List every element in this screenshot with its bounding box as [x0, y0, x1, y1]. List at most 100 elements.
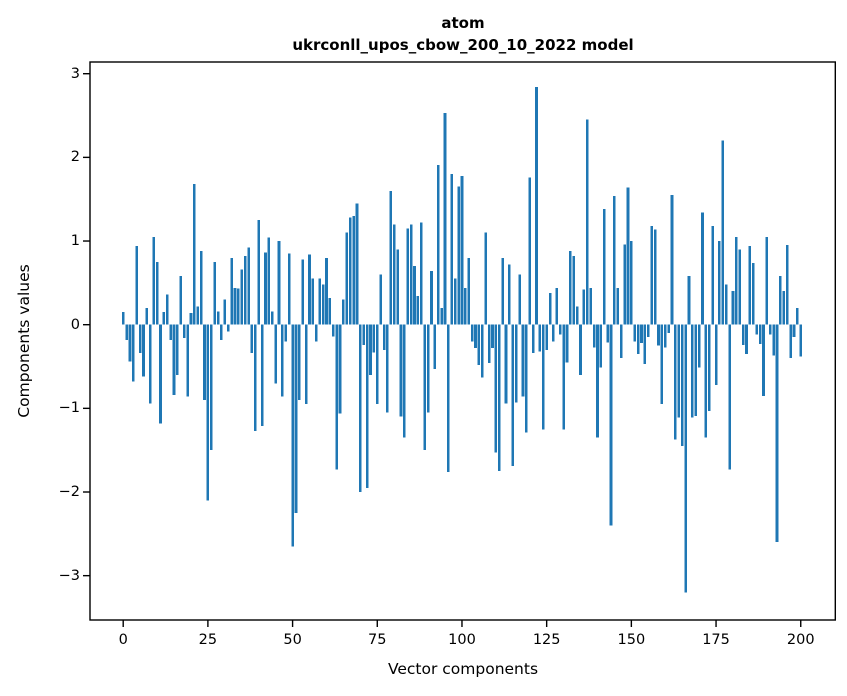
bar — [704, 324, 708, 438]
bar — [372, 324, 376, 353]
bar — [531, 324, 535, 354]
bar — [586, 119, 589, 325]
bar — [298, 324, 301, 400]
bar — [518, 274, 521, 325]
bar — [670, 195, 674, 325]
bar — [345, 232, 349, 325]
bar — [477, 324, 481, 365]
y-tick-label: 2 — [70, 149, 80, 166]
bar — [619, 324, 623, 359]
bar — [613, 195, 616, 325]
bar — [626, 187, 630, 325]
bar — [193, 184, 196, 325]
bar — [209, 324, 213, 451]
bar — [426, 324, 430, 413]
bar — [552, 324, 555, 342]
bar — [206, 324, 210, 501]
bar — [182, 324, 186, 339]
bar — [657, 324, 660, 346]
bar — [287, 253, 291, 325]
bar — [443, 113, 447, 325]
bar — [697, 324, 701, 368]
bar — [548, 292, 552, 325]
bar — [728, 324, 731, 470]
y-tick-label: −2 — [58, 484, 80, 500]
bar — [474, 324, 477, 349]
bar — [386, 324, 389, 413]
x-axis-label: Vector components — [387, 660, 539, 678]
bar — [457, 186, 460, 325]
x-tick-label: 200 — [786, 632, 815, 648]
bar — [752, 262, 755, 325]
bar — [162, 312, 166, 325]
bar — [514, 324, 518, 403]
bar — [325, 257, 328, 325]
bar — [691, 324, 694, 418]
bar — [352, 215, 355, 325]
x-tick-label: 25 — [198, 632, 218, 648]
bar — [535, 87, 538, 325]
x-tick-label: 100 — [448, 632, 476, 648]
bar — [203, 324, 206, 400]
bar — [284, 324, 288, 342]
bar — [694, 324, 698, 416]
bar — [721, 140, 725, 325]
bar — [497, 324, 501, 472]
bar — [145, 307, 149, 325]
bar — [189, 312, 193, 325]
bar — [155, 261, 159, 325]
bar — [572, 256, 576, 325]
bar — [707, 324, 711, 411]
x-tick-label: 125 — [532, 632, 561, 648]
bar — [579, 324, 582, 375]
bar — [558, 324, 562, 335]
bar — [254, 324, 257, 431]
bar — [504, 324, 508, 404]
bar — [660, 324, 664, 405]
bar — [270, 311, 274, 325]
bar — [494, 324, 498, 453]
bar — [121, 312, 125, 325]
bar — [792, 324, 796, 338]
bar — [169, 324, 172, 340]
bar — [640, 324, 643, 344]
bar — [745, 324, 748, 354]
bar — [220, 324, 223, 340]
bar — [647, 324, 650, 338]
chart-title: atom ukrconll_upos_cbow_200_10_2022 mode… — [90, 12, 836, 56]
bar — [636, 324, 640, 354]
y-tick-label: 1 — [70, 233, 80, 250]
bar — [321, 284, 325, 325]
bar — [308, 254, 311, 325]
bar — [630, 241, 633, 325]
bar — [663, 324, 667, 348]
bar — [684, 324, 687, 593]
bar — [447, 324, 450, 472]
bar — [748, 246, 752, 325]
bar — [484, 232, 487, 325]
bar — [511, 324, 515, 467]
bar — [460, 175, 464, 325]
bar — [342, 299, 345, 325]
bar — [440, 307, 443, 325]
bar — [799, 324, 803, 357]
bar — [602, 209, 606, 325]
bar — [149, 324, 152, 404]
bar — [606, 324, 609, 343]
bar — [277, 241, 281, 325]
bar — [711, 225, 714, 325]
bar — [569, 251, 572, 325]
bar — [565, 324, 569, 363]
bar — [762, 324, 765, 396]
bar — [379, 274, 382, 325]
bar — [755, 324, 758, 335]
bar — [369, 324, 372, 375]
bar — [782, 291, 786, 325]
bar — [667, 324, 670, 334]
bar — [213, 261, 216, 325]
bar — [677, 324, 681, 418]
bar — [623, 244, 626, 325]
bar — [768, 324, 772, 335]
bar — [735, 236, 738, 325]
bar — [779, 276, 782, 325]
